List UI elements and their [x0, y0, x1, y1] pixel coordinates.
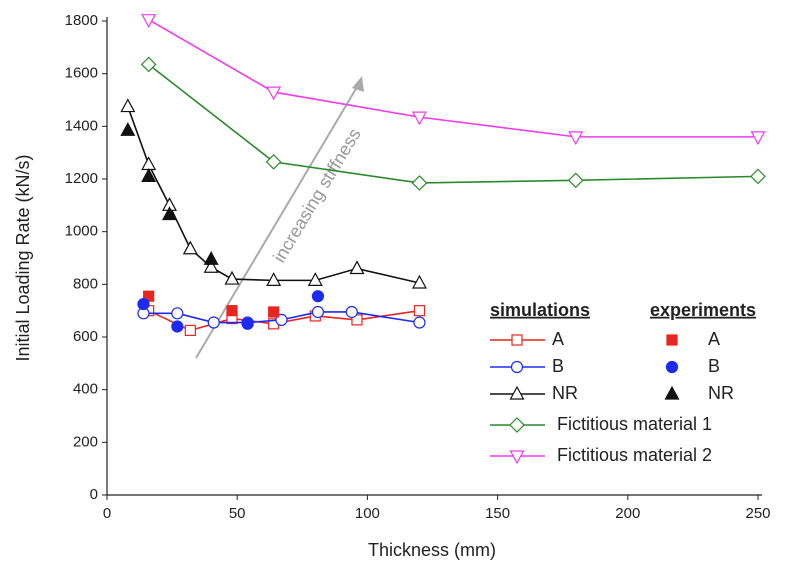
legend-label: NR — [708, 383, 734, 403]
y-tick-label: 600 — [73, 328, 98, 345]
marker — [268, 306, 280, 318]
marker — [141, 168, 157, 182]
y-tick-label: 1600 — [65, 65, 98, 82]
legend-marker — [665, 360, 679, 374]
legend-title: experiments — [650, 300, 756, 320]
y-tick-label: 1400 — [65, 117, 98, 134]
marker — [411, 111, 427, 126]
marker — [413, 316, 426, 329]
arrow-head — [352, 76, 364, 92]
x-axis-title: Thickness (mm) — [368, 540, 496, 560]
x-tick-label: 50 — [229, 505, 246, 522]
x-tick-label: 150 — [485, 505, 510, 522]
marker — [311, 305, 325, 319]
marker — [307, 272, 323, 286]
marker — [120, 98, 136, 113]
marker — [207, 316, 220, 329]
y-tick-label: 0 — [90, 486, 98, 503]
series-line — [148, 18, 758, 138]
marker — [226, 305, 238, 317]
series-line — [127, 106, 420, 284]
legend-marker — [510, 360, 524, 374]
legend-marker — [509, 417, 525, 433]
marker — [265, 154, 282, 170]
legend-title: simulations — [490, 300, 590, 320]
marker — [567, 172, 584, 189]
legend-marker — [509, 385, 525, 400]
annotation-arrow — [195, 81, 361, 359]
marker — [411, 274, 427, 289]
marker — [120, 122, 136, 136]
y-axis-title: Initial Loading Rate (kN/s) — [13, 154, 33, 361]
marker — [137, 297, 150, 311]
marker — [750, 131, 766, 146]
legend-label: A — [708, 329, 720, 349]
y-tick-label: 800 — [73, 275, 98, 292]
legend-marker — [509, 450, 525, 465]
y-tick-label: 1200 — [65, 170, 98, 187]
marker — [203, 258, 219, 273]
marker — [266, 272, 282, 286]
legend-marker — [511, 334, 523, 346]
marker — [171, 320, 184, 333]
marker — [349, 260, 365, 275]
y-tick-label: 400 — [73, 381, 98, 398]
legend-label: Fictitious material 1 — [557, 414, 712, 434]
legend-label: B — [552, 356, 564, 376]
marker — [750, 168, 766, 185]
marker — [141, 14, 157, 28]
x-tick-label: 100 — [355, 505, 380, 522]
marker — [413, 305, 426, 317]
y-tick-label: 1800 — [65, 12, 98, 29]
x-tick-label: 0 — [103, 505, 111, 522]
marker — [411, 175, 428, 191]
marker — [184, 324, 196, 337]
legend-marker — [666, 334, 678, 346]
legend-label: B — [708, 356, 720, 376]
marker — [568, 131, 584, 146]
legend-label: NR — [552, 383, 578, 403]
y-tick-label: 200 — [73, 433, 98, 450]
x-tick-label: 200 — [615, 505, 640, 522]
marker — [182, 240, 198, 255]
legend-label: A — [552, 329, 564, 349]
legend-marker — [664, 385, 680, 400]
marker — [203, 251, 219, 265]
marker — [224, 270, 240, 285]
marker — [141, 156, 157, 171]
annotation: increasing stiffness — [269, 125, 365, 266]
marker — [140, 56, 157, 73]
y-tick-label: 1000 — [65, 223, 98, 240]
series-line — [148, 63, 759, 184]
marker — [171, 307, 184, 320]
marker — [345, 305, 358, 319]
x-tick-label: 250 — [745, 505, 770, 522]
marker — [241, 317, 254, 330]
marker — [311, 290, 325, 303]
marker — [266, 86, 282, 101]
legend-label: Fictitious material 2 — [557, 445, 712, 465]
marker — [161, 206, 178, 221]
